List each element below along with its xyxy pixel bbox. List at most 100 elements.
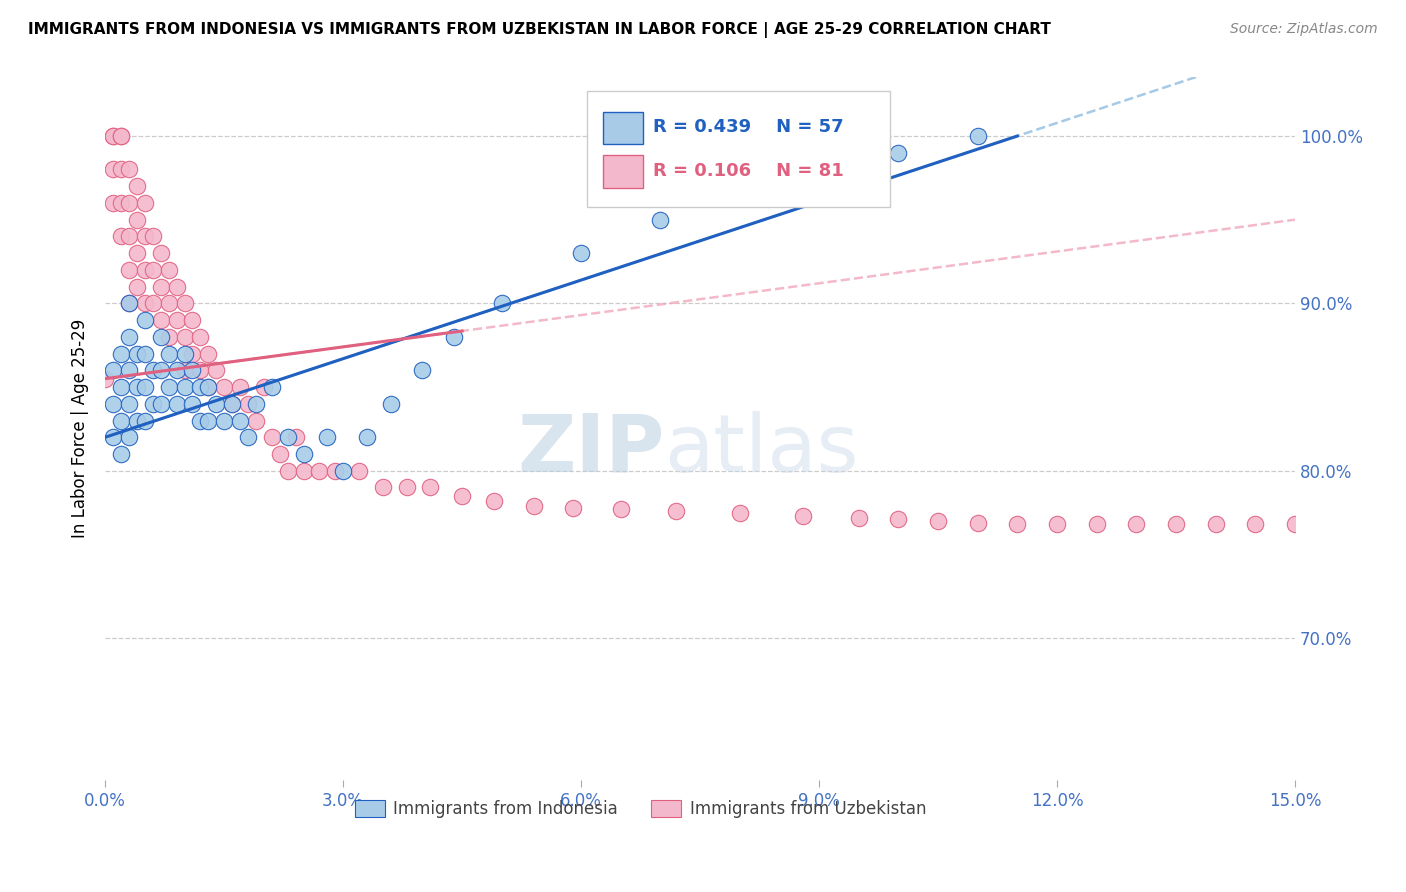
Point: [173, 346, 195, 360]
Point: [118, 363, 141, 377]
Point: [451, 489, 474, 503]
Point: [347, 464, 370, 478]
Point: [1125, 517, 1147, 532]
Point: [181, 397, 204, 411]
Point: [118, 296, 141, 310]
FancyBboxPatch shape: [603, 155, 643, 188]
Point: [134, 380, 156, 394]
Point: [482, 493, 505, 508]
Point: [110, 196, 132, 211]
Point: [110, 380, 132, 394]
Point: [848, 510, 870, 524]
Point: [245, 397, 267, 411]
Point: [101, 128, 124, 143]
Point: [110, 128, 132, 143]
Point: [371, 480, 394, 494]
Point: [173, 296, 195, 310]
Point: [125, 380, 148, 394]
Point: [1007, 517, 1029, 532]
Point: [110, 128, 132, 143]
Point: [173, 363, 195, 377]
Point: [292, 464, 315, 478]
Point: [212, 413, 235, 427]
Point: [142, 229, 165, 244]
Point: [125, 413, 148, 427]
Point: [569, 246, 592, 260]
Point: [125, 279, 148, 293]
Point: [110, 447, 132, 461]
Point: [522, 499, 544, 513]
Point: [205, 363, 228, 377]
Point: [1085, 517, 1108, 532]
Point: [229, 413, 252, 427]
Point: [110, 413, 132, 427]
Point: [142, 296, 165, 310]
Point: [610, 502, 633, 516]
Point: [356, 430, 378, 444]
Point: [562, 500, 585, 515]
Point: [101, 196, 124, 211]
Point: [380, 397, 402, 411]
Text: R = 0.439    N = 57: R = 0.439 N = 57: [652, 119, 844, 136]
Point: [94, 372, 117, 386]
Text: atlas: atlas: [665, 411, 859, 489]
Point: [1046, 517, 1069, 532]
Point: [197, 380, 219, 394]
Point: [101, 162, 124, 177]
Text: IMMIGRANTS FROM INDONESIA VS IMMIGRANTS FROM UZBEKISTAN IN LABOR FORCE | AGE 25-: IMMIGRANTS FROM INDONESIA VS IMMIGRANTS …: [28, 22, 1052, 38]
Point: [118, 196, 141, 211]
Point: [1284, 517, 1306, 532]
Point: [166, 279, 188, 293]
Point: [181, 363, 204, 377]
Text: R = 0.106    N = 81: R = 0.106 N = 81: [652, 162, 844, 180]
Point: [118, 430, 141, 444]
Point: [149, 246, 172, 260]
Point: [245, 413, 267, 427]
Point: [142, 363, 165, 377]
Point: [260, 380, 283, 394]
Point: [292, 447, 315, 461]
Point: [236, 397, 259, 411]
Point: [157, 330, 180, 344]
Point: [1244, 517, 1267, 532]
Point: [768, 179, 790, 194]
Point: [190, 363, 212, 377]
Point: [157, 263, 180, 277]
Point: [792, 508, 814, 523]
Point: [118, 229, 141, 244]
Point: [110, 346, 132, 360]
Point: [157, 380, 180, 394]
Point: [118, 162, 141, 177]
Point: [173, 330, 195, 344]
Point: [118, 263, 141, 277]
Point: [173, 380, 195, 394]
Legend: Immigrants from Indonesia, Immigrants from Uzbekistan: Immigrants from Indonesia, Immigrants fr…: [349, 793, 934, 825]
Point: [157, 346, 180, 360]
Point: [181, 346, 204, 360]
Point: [101, 363, 124, 377]
Point: [149, 313, 172, 327]
Point: [260, 430, 283, 444]
Point: [157, 296, 180, 310]
Point: [1205, 517, 1227, 532]
Point: [277, 430, 299, 444]
Point: [229, 380, 252, 394]
Point: [395, 480, 418, 494]
Point: [966, 516, 988, 530]
Point: [118, 397, 141, 411]
Point: [197, 413, 219, 427]
Text: ZIP: ZIP: [517, 411, 665, 489]
Point: [190, 330, 212, 344]
Point: [253, 380, 276, 394]
Point: [411, 363, 433, 377]
Point: [110, 229, 132, 244]
Point: [149, 279, 172, 293]
Point: [166, 313, 188, 327]
Point: [134, 296, 156, 310]
Point: [728, 506, 751, 520]
Point: [149, 397, 172, 411]
Point: [284, 430, 307, 444]
Point: [110, 162, 132, 177]
Point: [134, 313, 156, 327]
Point: [125, 212, 148, 227]
